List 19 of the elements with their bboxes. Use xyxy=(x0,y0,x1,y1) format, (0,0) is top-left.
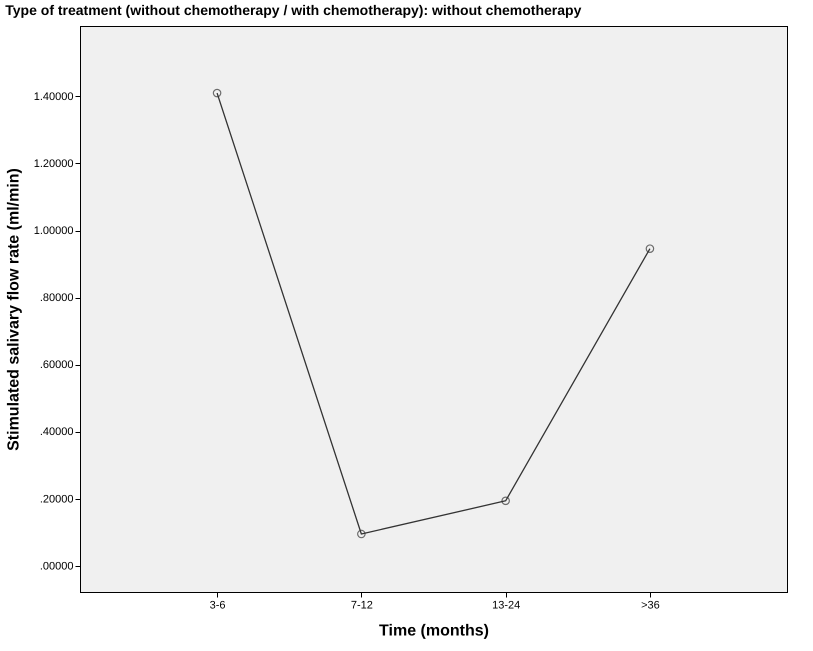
y-tick-label: 1.20000 xyxy=(34,158,74,170)
y-tick-label: 1.40000 xyxy=(34,90,74,103)
x-tick-label: 7-12 xyxy=(350,600,373,612)
point xyxy=(501,496,510,506)
chart-title: Type of treatment (without chemotherapy / with chemotherapy): without chemotherapy xyxy=(5,2,582,18)
y-axis-title: Stimulated salivary flow rate (ml/min) xyxy=(6,168,23,451)
x-tick-label: 3-6 xyxy=(210,600,226,612)
x-tick-label: >36 xyxy=(641,600,660,612)
y-tick-label: .00000 xyxy=(40,560,74,572)
point xyxy=(646,244,654,253)
y-tick-label: 1.00000 xyxy=(34,225,74,238)
y-tick-label: .80000 xyxy=(40,292,74,304)
point xyxy=(357,530,366,538)
y-tick-label: .40000 xyxy=(40,426,74,438)
x-axis-title: Time (months) xyxy=(379,622,489,640)
x-tick-label: 13-24 xyxy=(492,600,520,612)
y-tick-label: .20000 xyxy=(40,493,74,506)
point xyxy=(212,88,222,98)
y-tick-label: .60000 xyxy=(40,359,74,372)
